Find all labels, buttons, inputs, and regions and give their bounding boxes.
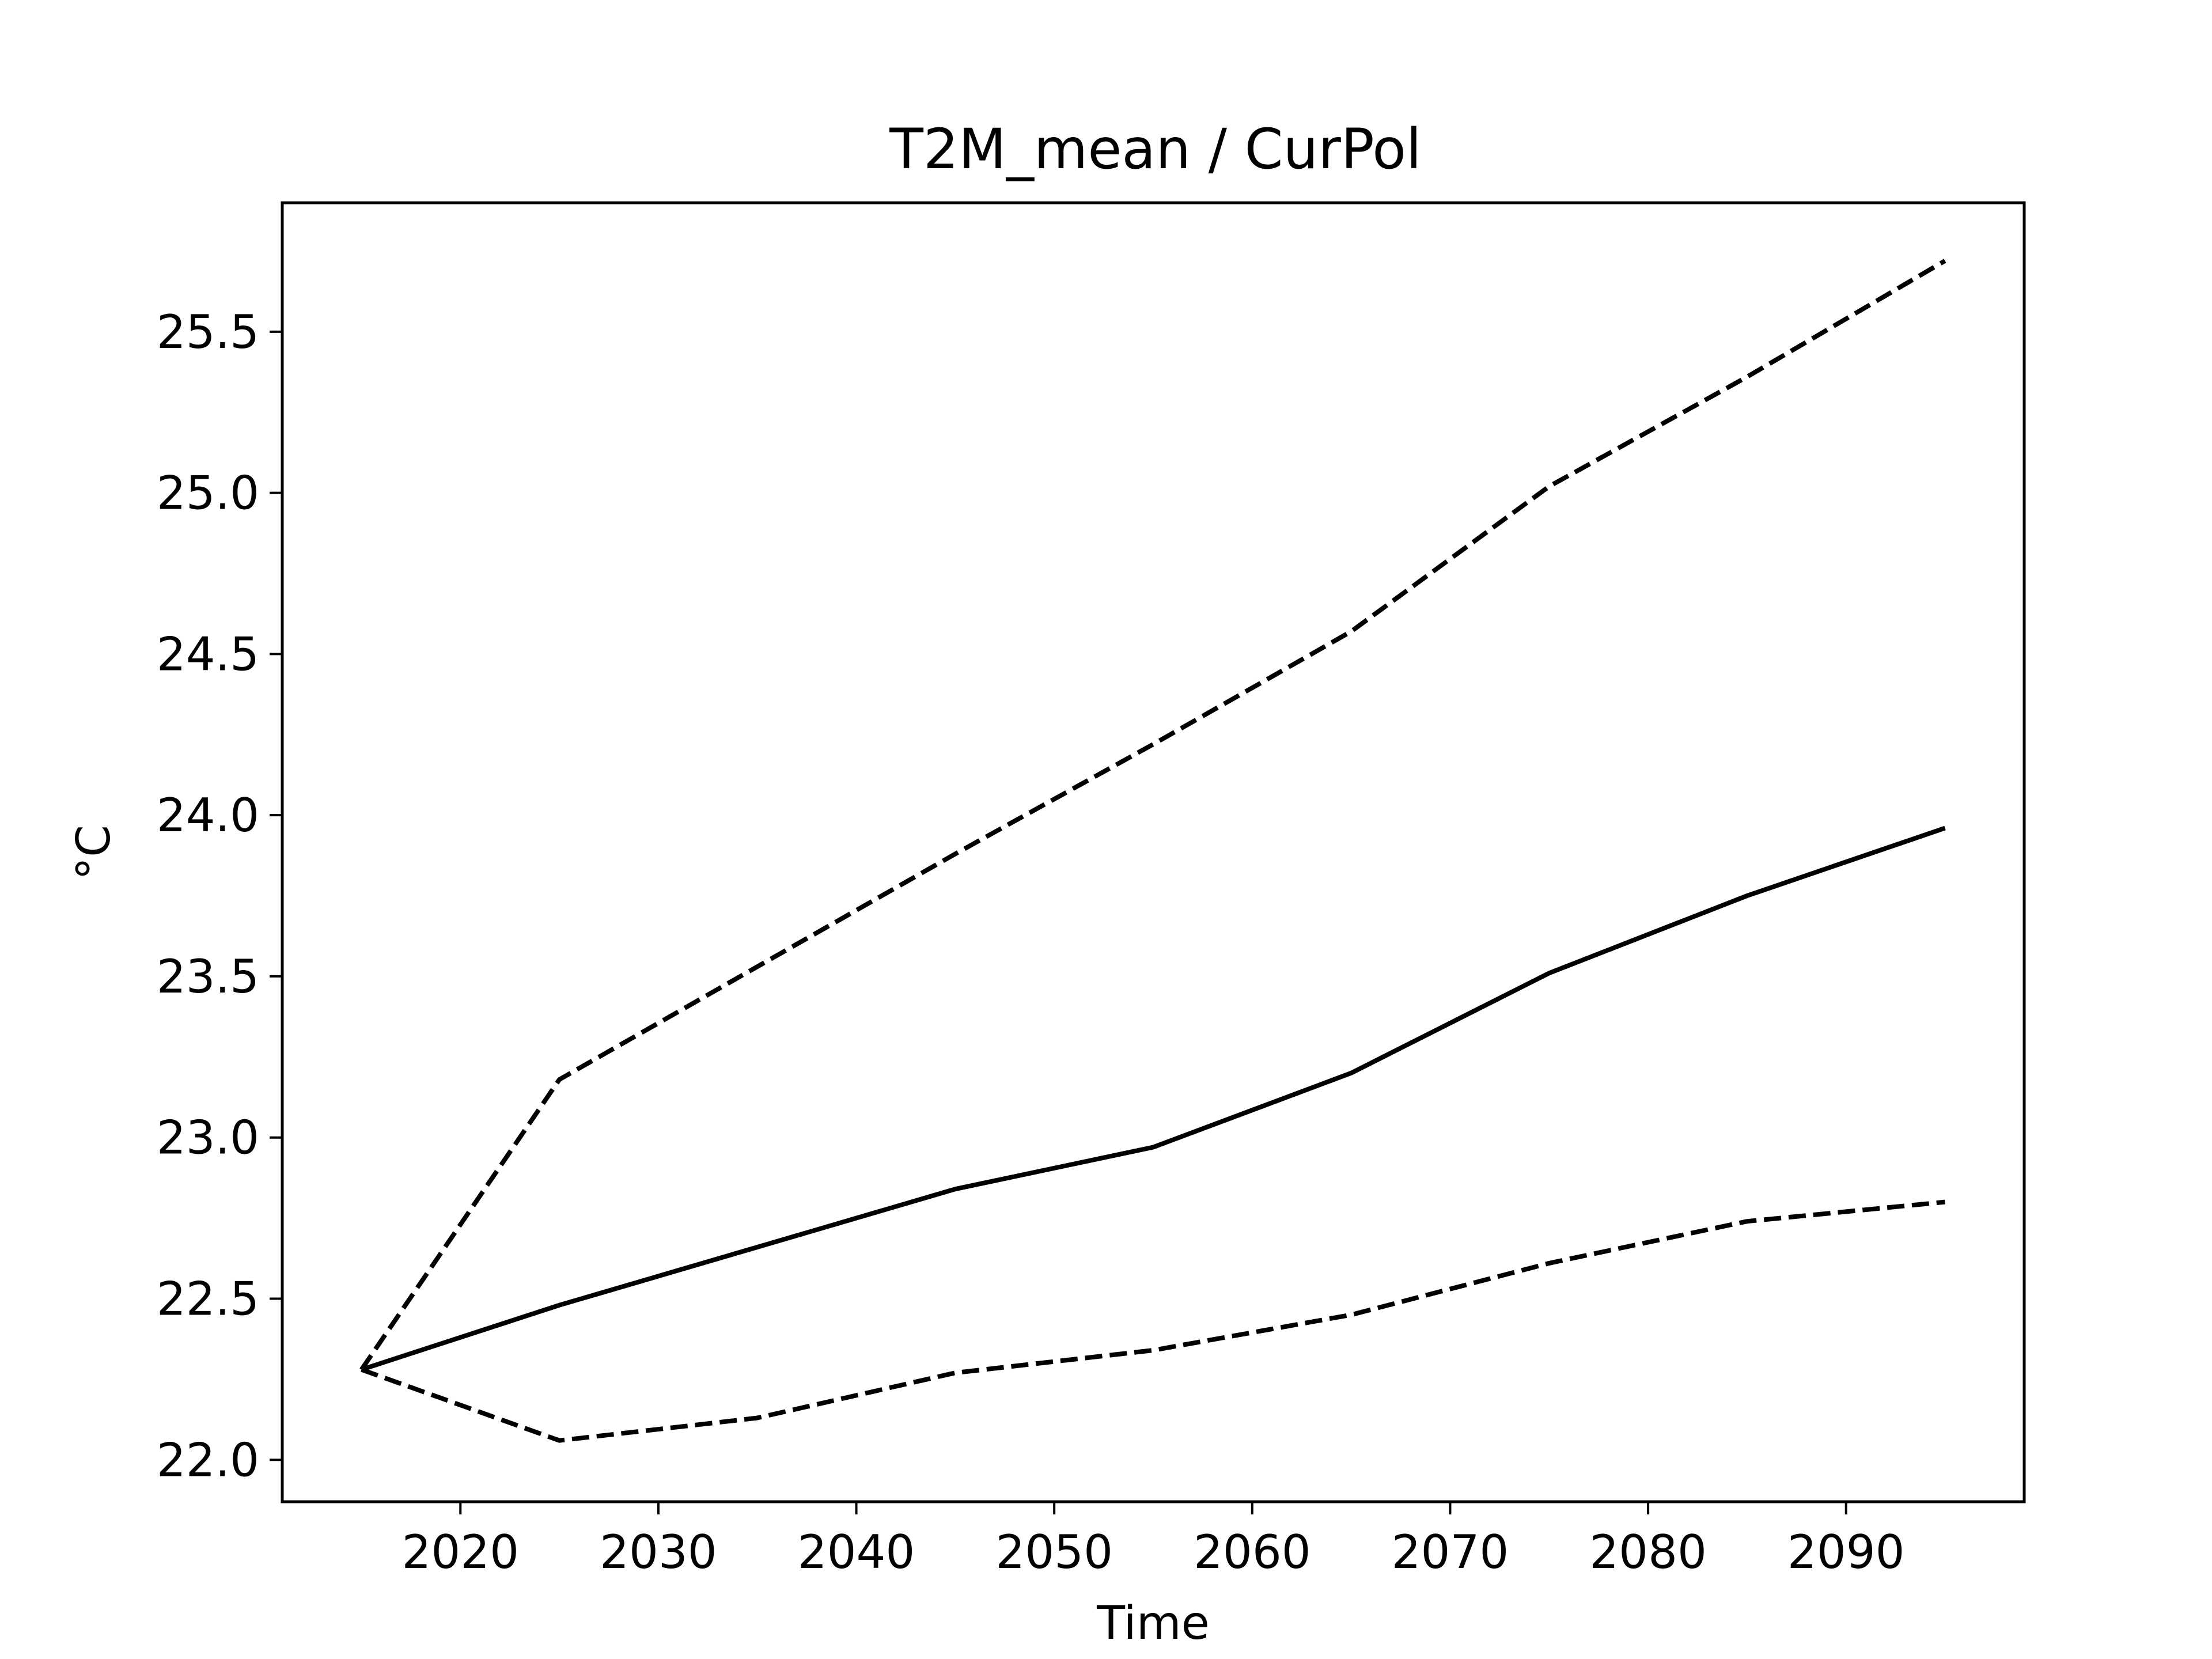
y-tick-label: 22.0 <box>157 1433 259 1487</box>
x-tick-label: 2080 <box>1589 1525 1707 1579</box>
x-axis-ticks: 2020 2030 2040 2050 2060 2070 2080 2090 <box>402 1502 1905 1579</box>
y-tick-label: 25.0 <box>157 467 259 520</box>
series-line-3-dashed <box>361 1199 1945 1443</box>
y-tick-label: 23.5 <box>157 950 259 1003</box>
x-tick-label: 2090 <box>1787 1525 1905 1579</box>
y-tick-label: 22.5 <box>157 1272 259 1325</box>
x-tick-label: 2050 <box>995 1525 1113 1579</box>
y-tick-label: 24.5 <box>157 627 259 681</box>
x-tick-label: 2040 <box>798 1525 915 1579</box>
y-tick-label: 23.0 <box>157 1111 259 1165</box>
series-line-1-dashed <box>359 259 1946 1371</box>
x-axis-label: Time <box>1096 1596 1210 1650</box>
y-tick-label: 24.0 <box>157 789 259 842</box>
plot-frame <box>281 201 2026 1503</box>
x-tick-label: 2020 <box>402 1525 519 1579</box>
chart-title: T2M_mean / CurPol <box>889 117 1421 181</box>
y-axis-ticks: 22.0 22.5 23.0 23.5 24.0 24.5 25.0 25.5 <box>157 305 282 1487</box>
x-tick-label: 2030 <box>600 1525 717 1579</box>
x-tick-label: 2060 <box>1194 1525 1311 1579</box>
series-line-2-solid <box>361 825 1946 1372</box>
series-layer <box>359 259 1946 1443</box>
y-tick-label: 25.5 <box>157 305 259 359</box>
y-axis-label: °C <box>67 825 120 880</box>
x-tick-label: 2070 <box>1392 1525 1509 1579</box>
